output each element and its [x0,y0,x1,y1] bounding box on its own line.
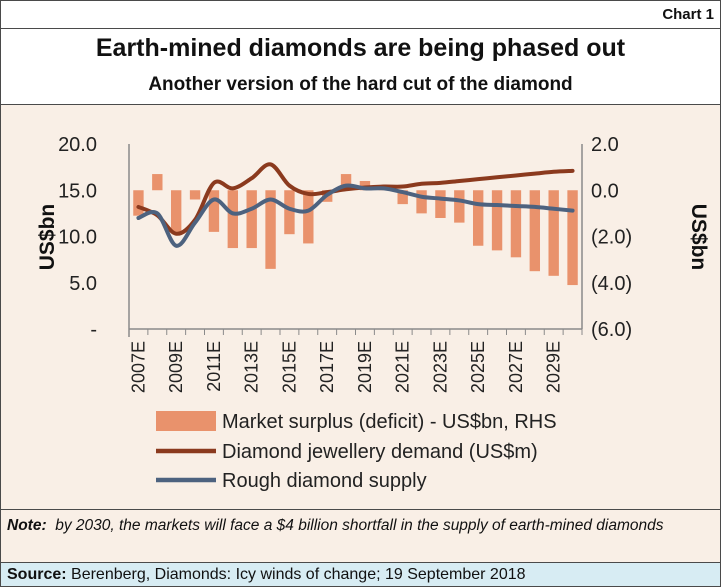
chart-svg: 20.0 15.0 10.0 5.0 - 2.0 0.0 (2.0) (4.0) (6.0) US$… [36,134,710,492]
x-tick-label: 2025E [468,341,488,393]
plot-area: 20.0 15.0 10.0 5.0 - 2.0 0.0 (2.0) (4.0) (6.0) US$… [1,104,720,509]
source-label: Source: [7,566,67,583]
x-tick-label: 2023E [430,341,450,393]
left-tick-label: 10.0 [58,227,97,249]
surplus-bar [435,190,446,218]
source-box: Source: Berenberg, Diamonds: Icy winds o… [1,562,720,586]
left-axis-title: US$bn [36,204,59,271]
surplus-bar [246,190,257,249]
surplus-bar [152,174,163,191]
chart-number: Chart 1 [1,1,720,29]
chart-subtitle: Another version of the hard cut of the d… [148,74,573,95]
right-tick-label: (4.0) [591,273,632,295]
surplus-bar [170,190,182,232]
note-label: Note: [7,517,47,534]
surplus-bar [303,190,314,244]
x-tick-label: 2013E [242,341,262,393]
source-text: Berenberg, Diamonds: Icy winds of change… [71,566,526,583]
surplus-bar [397,190,408,205]
surplus-bar [510,190,522,258]
x-tick-label: 2017E [317,341,337,393]
note-text: by 2030, the markets will face a $4 bill… [55,517,664,534]
surplus-bar [227,190,239,249]
right-tick-label: 0.0 [591,180,619,202]
right-tick-label: (2.0) [591,227,632,249]
chart-title: Earth-mined diamonds are being phased ou… [95,34,626,62]
surplus-bar [265,190,276,269]
surplus-bar [548,190,559,276]
x-tick-label: 2029E [544,341,564,393]
surplus-bar [208,190,220,232]
supply-line [136,183,575,248]
legend-swatch-surplus [156,411,216,431]
note-box: Note: by 2030, the markets will face a $… [1,509,720,562]
surplus-bar [454,190,465,223]
surplus-bar [529,190,541,272]
left-tick-label: 20.0 [58,134,97,156]
x-tick-label: 2019E [355,341,375,393]
right-tick-label: (6.0) [591,319,632,341]
left-tick-label: 5.0 [69,273,97,295]
right-axis-title: US$bn [687,204,710,271]
legend-label-surplus: Market surplus (deficit) - US$bn, RHS [222,411,557,433]
x-tick-label: 2021E [393,341,413,393]
surplus-bar [133,190,144,216]
surplus-bar [491,190,503,251]
surplus-bar [472,190,484,246]
right-tick-label: 2.0 [591,134,619,156]
surplus-bar [284,190,295,235]
surplus-bar [340,174,352,191]
legend-label-demand: Diamond jewellery demand (US$m) [222,441,538,463]
x-tick-label: 2007E [128,341,148,393]
left-tick-label: 15.0 [58,180,97,202]
surplus-bar [567,190,578,286]
legend-label-supply: Rough diamond supply [222,470,427,492]
surplus-bar [416,190,427,214]
demand-line [136,162,575,236]
x-tick-label: 2027E [506,341,526,393]
surplus-bar [189,190,201,200]
x-tick-label: 2011E [204,341,224,392]
left-tick-label: - [90,319,97,341]
x-tick-label: 2015E [279,341,299,393]
x-tick-label: 2009E [166,341,186,393]
